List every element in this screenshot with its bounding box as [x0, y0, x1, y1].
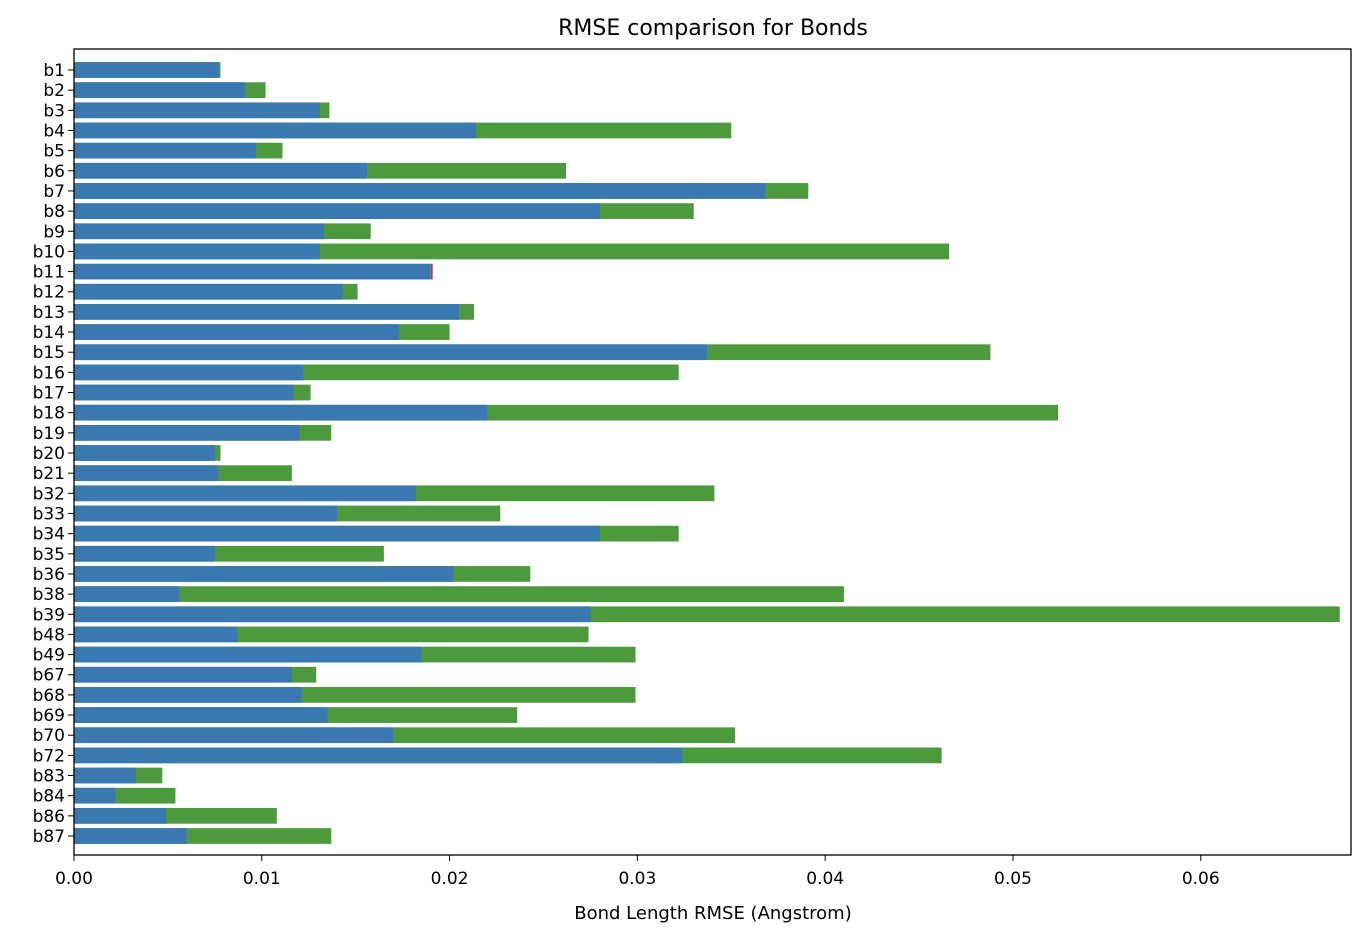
y-tick-label-b67: b67: [33, 666, 65, 686]
y-axis: b1b2b3b4b5b6b7b8b9b10b11b12b13b14b15b16b…: [33, 61, 74, 847]
plot-frame: [73, 48, 1352, 856]
y-tick-label-b70: b70: [33, 726, 65, 746]
y-tick-label-b8: b8: [43, 202, 65, 222]
bar-base-b12: [74, 283, 343, 300]
y-tick-label-b12: b12: [33, 283, 65, 303]
bar-base-b72: [74, 747, 683, 764]
y-tick-label-b35: b35: [33, 545, 65, 565]
bar-base-b20: [74, 445, 215, 461]
bar-base-b68: [74, 687, 302, 703]
x-axis-label: Bond Length RMSE (Angstrom): [574, 903, 851, 924]
bar-base-b86: [74, 807, 167, 824]
y-tick-label-b3: b3: [43, 101, 65, 121]
y-tick-label-b14: b14: [33, 323, 65, 343]
bar-base-b69: [74, 707, 328, 723]
bar-base-b4: [74, 122, 476, 139]
x-tick-label-0.00: 0.00: [55, 869, 93, 889]
bar-base-b5: [74, 142, 257, 159]
bar-base-b36: [74, 566, 454, 582]
bar-base-b84: [74, 787, 116, 804]
y-tick-label-b10: b10: [33, 242, 65, 262]
bar-base-b38: [74, 586, 180, 602]
bar-base-b6: [74, 162, 367, 179]
bar-base-b32: [74, 485, 416, 502]
bar-base-b17: [74, 384, 294, 401]
y-tick-label-b2: b2: [43, 81, 65, 101]
x-tick-label-0.05: 0.05: [994, 869, 1032, 889]
bar-extension-b38: [74, 586, 844, 602]
bar-base-b39: [74, 606, 591, 623]
y-tick-label-b6: b6: [43, 162, 65, 182]
bar-base-b9: [74, 223, 324, 240]
y-tick-label-b17: b17: [33, 384, 65, 404]
y-tick-label-b49: b49: [33, 646, 65, 666]
x-tick-label-0.06: 0.06: [1182, 869, 1220, 889]
bar-base-b10: [74, 243, 321, 260]
y-tick-label-b86: b86: [33, 807, 65, 827]
y-tick-label-b32: b32: [33, 484, 65, 504]
bar-base-b16: [74, 364, 304, 381]
bars-layer: [74, 62, 1340, 844]
y-tick-label-b87: b87: [33, 827, 65, 847]
x-tick-label-0.04: 0.04: [806, 869, 844, 889]
y-tick-label-b5: b5: [43, 142, 65, 162]
y-tick-label-b19: b19: [33, 424, 65, 444]
y-tick-label-b7: b7: [43, 182, 65, 202]
y-tick-label-b9: b9: [43, 222, 65, 242]
bar-base-b3: [74, 102, 321, 119]
bar-base-b11: [74, 263, 431, 280]
bar-base-b87: [74, 828, 187, 844]
y-tick-label-b72: b72: [33, 746, 65, 766]
y-tick-label-b21: b21: [33, 464, 65, 484]
bar-base-b15: [74, 344, 707, 361]
bar-base-b8: [74, 203, 600, 219]
bar-base-b48: [74, 626, 238, 643]
y-tick-label-b4: b4: [43, 121, 65, 141]
bar-base-b21: [74, 465, 219, 482]
bar-base-b49: [74, 646, 422, 663]
y-tick-label-b38: b38: [33, 585, 65, 605]
y-tick-label-b11: b11: [33, 263, 65, 283]
y-tick-label-b13: b13: [33, 303, 65, 323]
y-tick-label-b18: b18: [33, 404, 65, 424]
bar-base-b18: [74, 404, 488, 421]
x-axis: 0.00 0.01 0.02 0.03 0.04 0.05 0.06: [55, 855, 1220, 889]
bar-base-b70: [74, 727, 394, 744]
y-tick-label-b39: b39: [33, 605, 65, 625]
chart-title: RMSE comparison for Bonds: [558, 16, 868, 41]
y-tick-label-b68: b68: [33, 686, 65, 706]
y-tick-label-b84: b84: [33, 787, 65, 807]
bar-base-b14: [74, 324, 399, 340]
y-tick-label-b36: b36: [33, 565, 65, 585]
x-tick-label-0.02: 0.02: [431, 869, 469, 889]
x-tick-label-0.01: 0.01: [243, 869, 281, 889]
bar-base-b35: [74, 545, 215, 562]
bar-base-b19: [74, 424, 300, 441]
bar-base-b67: [74, 666, 292, 683]
y-tick-label-b48: b48: [33, 625, 65, 645]
y-tick-label-b1: b1: [43, 61, 65, 81]
bar-base-b33: [74, 505, 337, 522]
bar-base-b83: [74, 767, 136, 784]
bar-base-b13: [74, 304, 459, 320]
y-tick-label-b20: b20: [33, 444, 65, 464]
bar-reduction-b11: [430, 263, 433, 280]
bar-base-b34: [74, 525, 600, 542]
bar-base-b1: [74, 62, 219, 78]
y-tick-label-b33: b33: [33, 504, 65, 524]
y-tick-label-b83: b83: [33, 767, 65, 787]
y-tick-label-b34: b34: [33, 525, 65, 545]
bar-base-b7: [74, 183, 766, 199]
y-tick-label-b16: b16: [33, 363, 65, 383]
y-tick-label-b69: b69: [33, 706, 65, 726]
x-tick-label-0.03: 0.03: [618, 869, 656, 889]
bar-base-b2: [74, 82, 245, 99]
y-tick-label-b15: b15: [33, 343, 65, 363]
